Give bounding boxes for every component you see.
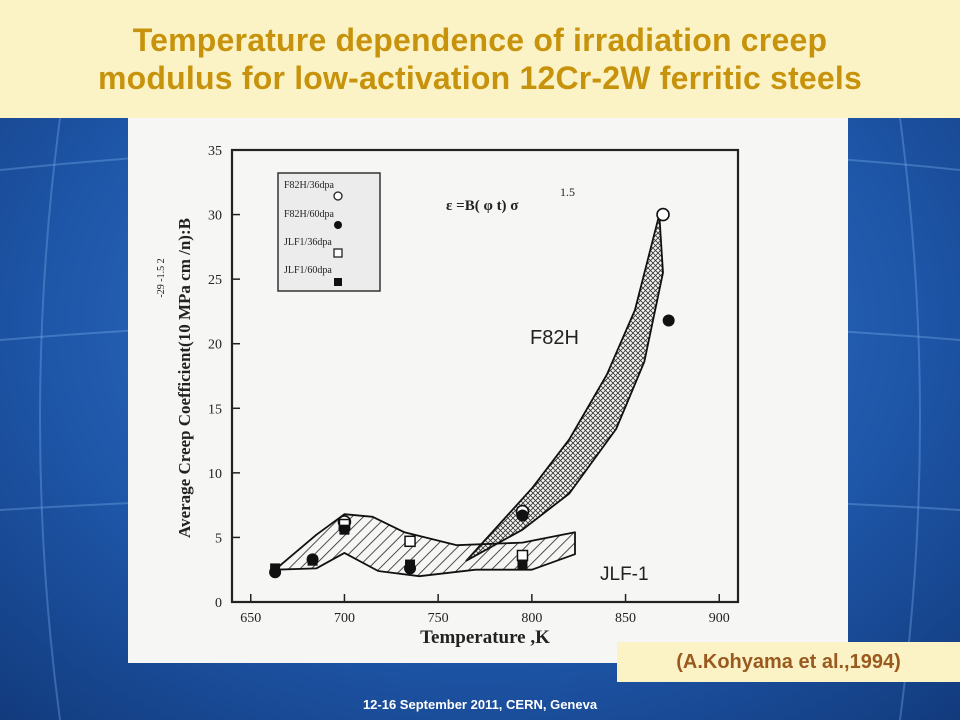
point-jlf1-60dpa-1 bbox=[307, 555, 318, 566]
citation-text: (A.Kohyama et al.,1994) bbox=[676, 650, 901, 673]
y-tick-label-15: 15 bbox=[208, 402, 222, 417]
y-tick-label-25: 25 bbox=[208, 273, 222, 288]
legend-label-jlf1-36dpa: JLF1/36dpa bbox=[284, 237, 332, 248]
legend-label-f82h-60dpa: F82H/60dpa bbox=[284, 209, 335, 220]
legend-box bbox=[277, 172, 381, 292]
band-label-jlf1: JLF-1 bbox=[600, 564, 649, 585]
citation-box: (A.Kohyama et al.,1994) bbox=[617, 642, 960, 682]
x-axis-label: Temperature ,K bbox=[420, 627, 550, 648]
legend-marker-filled-circle bbox=[334, 221, 342, 229]
point-jlf1-36dpa-2 bbox=[516, 549, 529, 562]
title-banner: Temperature dependence of irradiation cr… bbox=[0, 0, 960, 118]
point-f82h-36dpa-2 bbox=[656, 207, 670, 222]
point-jlf1-60dpa-2 bbox=[339, 524, 350, 535]
legend-label-jlf1-60dpa: JLF1/60dpa bbox=[284, 265, 332, 276]
x-tick-label-750: 750 bbox=[428, 611, 449, 626]
y-tick-label-35: 35 bbox=[208, 144, 222, 159]
x-tick-label-900: 900 bbox=[709, 611, 730, 626]
legend-marker-filled-square bbox=[334, 278, 342, 286]
legend-marker-open-square bbox=[333, 248, 343, 258]
legend-label-f82h-36dpa: F82H/36dpa bbox=[284, 180, 335, 191]
y-tick-label-30: 30 bbox=[208, 209, 222, 224]
x-tick-label-700: 700 bbox=[334, 611, 355, 626]
y-tick-label-10: 10 bbox=[208, 467, 222, 482]
point-f82h-60dpa-5 bbox=[662, 314, 675, 327]
x-tick-label-800: 800 bbox=[521, 611, 542, 626]
plot-frame bbox=[230, 148, 740, 604]
slide-title-line2: modulus for low-activation 12Cr-2W ferri… bbox=[98, 60, 862, 96]
band-f82h bbox=[465, 213, 664, 562]
creep-coefficient-chart: 650 700 750 800 850 900 0 5 10 15 20 25 30 35 F82H/36… bbox=[156, 144, 740, 648]
figure-panel: 650 700 750 800 850 900 0 5 10 15 20 25 30 35 F82H/36… bbox=[128, 118, 848, 663]
legend: F82H/36dpa F82H/60dpa JLF1/36dpa JLF1/60… bbox=[277, 172, 381, 292]
legend-marker-open-circle bbox=[333, 191, 343, 201]
point-f82h-60dpa-4 bbox=[516, 509, 529, 522]
x-tick-label-650: 650 bbox=[240, 611, 261, 626]
point-jlf1-60dpa-0 bbox=[270, 563, 281, 574]
y-axis-superscripts: -29 -1.5 2 bbox=[156, 258, 167, 297]
y-tick-label-20: 20 bbox=[208, 338, 222, 353]
point-jlf1-60dpa-3 bbox=[405, 559, 416, 570]
equation: ε =B( φ t) σ bbox=[446, 198, 519, 214]
y-axis-label: Average Creep Coefficient(10 MPa cm /n):… bbox=[175, 218, 194, 538]
footer-text: 12-16 September 2011, CERN, Geneva bbox=[362, 697, 598, 712]
y-tick-label-5: 5 bbox=[215, 531, 222, 546]
y-tick-label-0: 0 bbox=[215, 596, 222, 611]
point-jlf1-36dpa-1 bbox=[404, 535, 416, 548]
equation-exponent: 1.5 bbox=[560, 185, 575, 199]
x-tick-label-850: 850 bbox=[615, 611, 636, 626]
band-label-f82h: F82H bbox=[530, 327, 579, 349]
slide-title-line1: Temperature dependence of irradiation cr… bbox=[132, 22, 828, 58]
point-jlf1-60dpa-4 bbox=[517, 559, 528, 570]
